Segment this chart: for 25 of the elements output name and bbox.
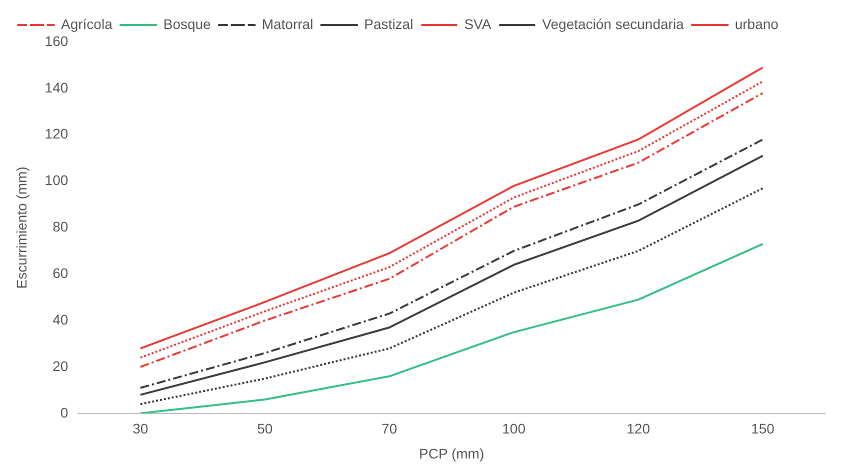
legend-label: Matorral	[262, 16, 314, 32]
x-tick-label: 120	[626, 420, 650, 437]
legend-label: SVA	[464, 16, 492, 32]
x-axis-title: PCP (mm)	[419, 445, 484, 462]
legend-label: urbano	[734, 16, 779, 32]
legend-label: Agrícola	[61, 16, 113, 32]
y-tick-label: 160	[44, 32, 68, 49]
y-tick-label: 0	[60, 404, 68, 420]
y-tick-label: 80	[52, 218, 68, 235]
x-tick-label: 150	[751, 420, 775, 437]
legend-label: Vegetación secundaria	[542, 16, 684, 32]
legend-label: Pastizal	[364, 16, 414, 32]
x-tick-label: 50	[257, 420, 273, 437]
line-series	[139, 187, 764, 406]
y-tick-label: 60	[52, 264, 68, 281]
y-tick-label: 120	[44, 126, 68, 142]
y-tick-label: 140	[44, 79, 68, 96]
y-tick-label: 100	[44, 172, 68, 188]
y-axis-title: Escurrimiento (mm)	[13, 166, 30, 289]
y-tick-label: 40	[52, 311, 68, 328]
legend-label: Bosque	[163, 16, 212, 32]
y-tick-label: 20	[52, 358, 68, 374]
x-tick-label: 70	[382, 420, 398, 437]
x-tick-label: 30	[132, 420, 148, 437]
x-tick-label: 100	[502, 420, 526, 437]
